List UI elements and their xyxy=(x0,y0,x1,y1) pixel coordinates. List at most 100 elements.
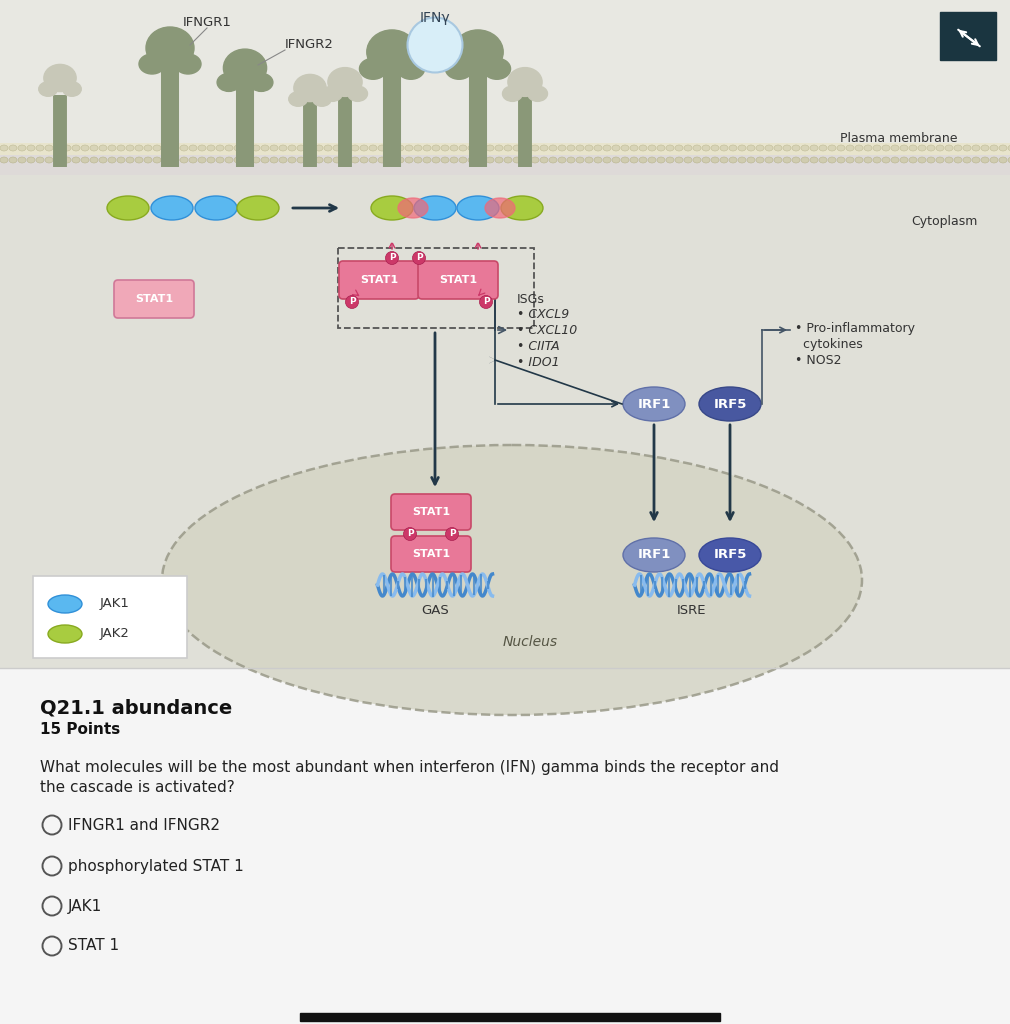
Ellipse shape xyxy=(567,145,575,151)
Ellipse shape xyxy=(936,145,944,151)
Text: P: P xyxy=(389,254,395,262)
Ellipse shape xyxy=(252,145,260,151)
Ellipse shape xyxy=(445,527,459,541)
Ellipse shape xyxy=(441,145,449,151)
Ellipse shape xyxy=(297,145,305,151)
Ellipse shape xyxy=(612,157,620,163)
Ellipse shape xyxy=(621,157,629,163)
Ellipse shape xyxy=(486,145,494,151)
Ellipse shape xyxy=(501,196,543,220)
Text: • Pro-inflammatory: • Pro-inflammatory xyxy=(795,322,915,335)
FancyBboxPatch shape xyxy=(391,536,471,572)
Ellipse shape xyxy=(107,196,149,220)
Ellipse shape xyxy=(180,157,188,163)
Ellipse shape xyxy=(594,157,602,163)
Ellipse shape xyxy=(909,157,917,163)
Text: Plasma membrane: Plasma membrane xyxy=(840,131,958,144)
Ellipse shape xyxy=(153,145,161,151)
Ellipse shape xyxy=(407,17,463,73)
Ellipse shape xyxy=(243,145,251,151)
Ellipse shape xyxy=(783,157,791,163)
Ellipse shape xyxy=(450,145,458,151)
Ellipse shape xyxy=(144,145,151,151)
Text: IRF1: IRF1 xyxy=(637,549,671,561)
Ellipse shape xyxy=(27,157,35,163)
Ellipse shape xyxy=(81,145,89,151)
Ellipse shape xyxy=(864,157,872,163)
Ellipse shape xyxy=(36,157,44,163)
Ellipse shape xyxy=(504,145,512,151)
Ellipse shape xyxy=(508,68,542,96)
Ellipse shape xyxy=(306,145,314,151)
Text: JAK1: JAK1 xyxy=(100,597,130,610)
Ellipse shape xyxy=(333,157,341,163)
Ellipse shape xyxy=(441,157,449,163)
Text: GAS: GAS xyxy=(421,603,448,616)
Text: STAT1: STAT1 xyxy=(412,549,450,559)
Bar xyxy=(300,1013,720,1021)
Ellipse shape xyxy=(342,145,350,151)
Ellipse shape xyxy=(457,196,499,220)
Ellipse shape xyxy=(459,145,467,151)
Ellipse shape xyxy=(855,145,863,151)
Ellipse shape xyxy=(81,157,89,163)
Ellipse shape xyxy=(513,145,521,151)
Ellipse shape xyxy=(1008,157,1010,163)
Text: Q21.1 abundance: Q21.1 abundance xyxy=(40,698,232,717)
Ellipse shape xyxy=(819,145,827,151)
Ellipse shape xyxy=(139,54,165,74)
Ellipse shape xyxy=(900,145,908,151)
Ellipse shape xyxy=(369,145,377,151)
Ellipse shape xyxy=(289,92,307,106)
Text: P: P xyxy=(407,529,413,539)
Ellipse shape xyxy=(99,145,107,151)
Ellipse shape xyxy=(324,145,332,151)
Ellipse shape xyxy=(891,145,899,151)
Ellipse shape xyxy=(558,157,566,163)
Ellipse shape xyxy=(396,157,404,163)
Ellipse shape xyxy=(0,145,8,151)
Text: ISGs: ISGs xyxy=(517,293,544,306)
Ellipse shape xyxy=(936,157,944,163)
Ellipse shape xyxy=(135,145,143,151)
Ellipse shape xyxy=(774,157,782,163)
Ellipse shape xyxy=(48,625,82,643)
Ellipse shape xyxy=(36,145,44,151)
Ellipse shape xyxy=(480,296,493,308)
Ellipse shape xyxy=(54,145,62,151)
Ellipse shape xyxy=(693,145,701,151)
Ellipse shape xyxy=(738,157,746,163)
Ellipse shape xyxy=(864,145,872,151)
Ellipse shape xyxy=(648,145,656,151)
Ellipse shape xyxy=(603,157,611,163)
Ellipse shape xyxy=(954,157,962,163)
Ellipse shape xyxy=(558,145,566,151)
Ellipse shape xyxy=(198,157,206,163)
Ellipse shape xyxy=(217,74,240,91)
Text: Cytoplasm: Cytoplasm xyxy=(912,215,978,228)
Ellipse shape xyxy=(48,595,82,613)
Ellipse shape xyxy=(756,157,764,163)
Ellipse shape xyxy=(747,145,755,151)
Ellipse shape xyxy=(684,157,692,163)
Ellipse shape xyxy=(837,157,845,163)
Ellipse shape xyxy=(414,157,422,163)
Ellipse shape xyxy=(855,157,863,163)
Ellipse shape xyxy=(468,145,476,151)
Ellipse shape xyxy=(43,65,76,91)
Ellipse shape xyxy=(189,145,197,151)
Ellipse shape xyxy=(45,145,53,151)
Ellipse shape xyxy=(108,157,116,163)
Ellipse shape xyxy=(223,49,267,87)
Ellipse shape xyxy=(90,157,98,163)
Ellipse shape xyxy=(378,145,386,151)
Ellipse shape xyxy=(756,145,764,151)
Ellipse shape xyxy=(630,157,638,163)
Text: STAT1: STAT1 xyxy=(412,507,450,517)
Ellipse shape xyxy=(135,157,143,163)
Ellipse shape xyxy=(414,196,456,220)
Ellipse shape xyxy=(522,157,530,163)
Bar xyxy=(0,155,1010,175)
Text: phosphorylated STAT 1: phosphorylated STAT 1 xyxy=(68,858,243,873)
Ellipse shape xyxy=(495,145,503,151)
